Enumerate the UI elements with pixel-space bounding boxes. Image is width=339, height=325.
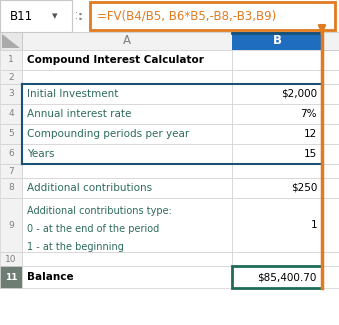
Bar xyxy=(232,124,322,144)
Text: =FV(B4/B5, B6*B5,-B8,-B3,B9): =FV(B4/B5, B6*B5,-B8,-B3,B9) xyxy=(97,9,276,22)
Bar xyxy=(0,252,22,266)
Text: ▾: ▾ xyxy=(52,11,58,21)
Bar xyxy=(22,178,232,198)
Bar xyxy=(232,198,322,252)
Bar xyxy=(0,84,22,104)
Text: ·: · xyxy=(76,14,79,24)
Text: 1 - at the beginning: 1 - at the beginning xyxy=(27,241,124,252)
Text: :: : xyxy=(78,9,82,22)
Bar xyxy=(232,178,322,198)
Text: 5: 5 xyxy=(8,129,14,138)
Text: Years: Years xyxy=(27,149,55,159)
Bar xyxy=(22,164,232,178)
Bar xyxy=(22,252,232,266)
Bar xyxy=(322,32,339,50)
Bar xyxy=(322,252,339,266)
Bar xyxy=(322,198,339,252)
Text: Balance: Balance xyxy=(27,272,74,282)
Text: 0 - at the end of the period: 0 - at the end of the period xyxy=(27,224,159,234)
Bar xyxy=(22,144,232,164)
Text: 1: 1 xyxy=(311,220,317,230)
Text: $2,000: $2,000 xyxy=(281,89,317,99)
Bar xyxy=(232,32,322,50)
Bar xyxy=(232,266,322,288)
Bar xyxy=(0,178,22,198)
Text: $250: $250 xyxy=(291,183,317,193)
Text: 11: 11 xyxy=(5,272,17,281)
Bar xyxy=(232,144,322,164)
Text: 7: 7 xyxy=(8,166,14,176)
Bar xyxy=(232,70,322,84)
Bar xyxy=(322,178,339,198)
Bar xyxy=(232,104,322,124)
Bar xyxy=(90,2,335,30)
Bar xyxy=(22,104,232,124)
Text: B11: B11 xyxy=(10,9,33,22)
Bar xyxy=(322,70,339,84)
Text: Additional contributions: Additional contributions xyxy=(27,183,152,193)
Text: A: A xyxy=(123,34,131,47)
Bar xyxy=(232,50,322,70)
Text: 6: 6 xyxy=(8,150,14,159)
Text: 1: 1 xyxy=(8,56,14,64)
Text: 9: 9 xyxy=(8,220,14,229)
Bar xyxy=(22,84,232,104)
Bar xyxy=(0,32,22,50)
Bar xyxy=(322,144,339,164)
Text: B: B xyxy=(273,34,281,47)
Text: Compounding periods per year: Compounding periods per year xyxy=(27,129,189,139)
Bar xyxy=(0,266,22,288)
Bar xyxy=(22,70,232,84)
Bar xyxy=(232,84,322,104)
Bar xyxy=(322,124,339,144)
Text: Annual interest rate: Annual interest rate xyxy=(27,109,132,119)
Text: 4: 4 xyxy=(8,110,14,119)
Polygon shape xyxy=(2,34,20,48)
Text: 15: 15 xyxy=(304,149,317,159)
Text: Additional contributions type:: Additional contributions type: xyxy=(27,206,172,215)
Bar xyxy=(0,198,22,252)
Bar xyxy=(22,124,232,144)
Bar xyxy=(0,70,22,84)
Text: 7%: 7% xyxy=(300,109,317,119)
Text: 10: 10 xyxy=(5,254,17,264)
Text: ·: · xyxy=(76,8,79,18)
Bar xyxy=(322,164,339,178)
Text: Compound Interest Calculator: Compound Interest Calculator xyxy=(27,55,204,65)
Bar xyxy=(0,144,22,164)
Bar xyxy=(0,50,22,70)
Bar xyxy=(0,124,22,144)
Text: 8: 8 xyxy=(8,184,14,192)
Bar xyxy=(232,252,322,266)
Bar xyxy=(322,104,339,124)
Bar xyxy=(22,266,232,288)
Bar xyxy=(232,164,322,178)
Text: Initial Investment: Initial Investment xyxy=(27,89,118,99)
Bar xyxy=(22,198,232,252)
Bar xyxy=(22,32,232,50)
Bar xyxy=(322,84,339,104)
Bar xyxy=(0,104,22,124)
Text: 12: 12 xyxy=(304,129,317,139)
Bar xyxy=(0,164,22,178)
Bar xyxy=(0,0,72,32)
Text: $85,400.70: $85,400.70 xyxy=(258,272,317,282)
Text: 2: 2 xyxy=(8,72,14,82)
Bar xyxy=(322,50,339,70)
Bar xyxy=(322,266,339,288)
Bar xyxy=(22,50,232,70)
Text: 3: 3 xyxy=(8,89,14,98)
